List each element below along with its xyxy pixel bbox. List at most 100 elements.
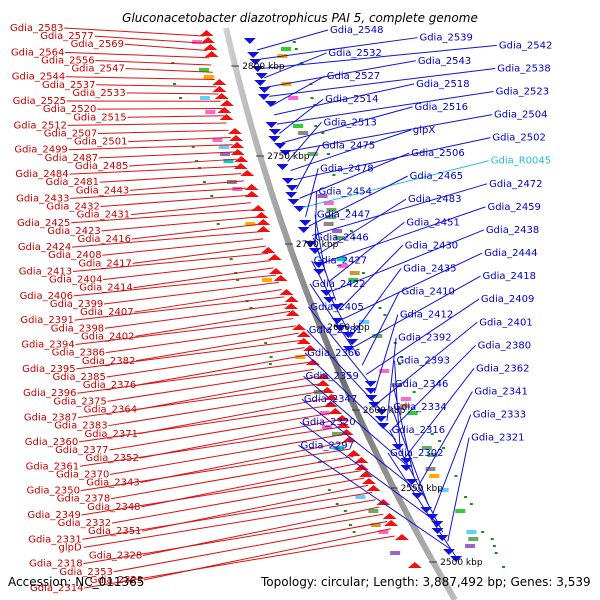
reverse-gene-mark xyxy=(411,493,424,499)
forward-gene-mark xyxy=(382,513,397,519)
right-gene-label: Gdia_R0045 xyxy=(491,156,551,167)
left-gene-label: Gdia_2544 xyxy=(12,72,65,83)
left-leader-line xyxy=(80,448,351,492)
right-gene-label: Gdia_2472 xyxy=(489,179,542,190)
right-gene-label: Gdia_2478 xyxy=(320,163,373,174)
left-gene-label: Gdia_2331 xyxy=(28,534,81,545)
cog-block xyxy=(288,96,299,100)
left-gene-label: Gdia_2375 xyxy=(53,396,106,407)
left-gene-label: Gdia_2564 xyxy=(11,47,64,58)
left-gene-label: Gdia_2512 xyxy=(13,120,66,131)
left-leader-line xyxy=(126,92,219,95)
cog-block xyxy=(429,474,440,478)
cog-block xyxy=(332,229,343,233)
left-gene-label: Gdia_2364 xyxy=(84,404,137,415)
gc-dot xyxy=(268,363,272,365)
left-leader-line xyxy=(105,325,296,354)
left-gene-label: Gdia_2414 xyxy=(79,283,132,294)
cog-block xyxy=(468,537,479,541)
reverse-gene-mark xyxy=(374,416,387,422)
left-leader-line xyxy=(82,492,372,540)
right-gene-label: Gdia_2475 xyxy=(322,140,375,151)
right-gene-label: Gdia_2381 xyxy=(309,325,362,336)
cog-block xyxy=(407,411,418,415)
reverse-gene-mark xyxy=(255,73,268,79)
right-gene-label: Gdia_2409 xyxy=(481,294,534,305)
right-leader-line xyxy=(365,298,480,375)
reverse-gene-mark xyxy=(364,381,377,387)
right-gene-label: Gdia_2410 xyxy=(401,286,454,297)
right-gene-label: Gdia_2333 xyxy=(473,410,526,421)
forward-gene-mark xyxy=(251,205,266,211)
left-gene-label: Gdia_2360 xyxy=(25,437,78,448)
right-leader-line xyxy=(287,121,322,162)
reverse-gene-mark xyxy=(286,185,299,191)
gc-dot xyxy=(412,391,416,393)
left-gene-label: Gdia_2399 xyxy=(50,299,103,310)
cog-block xyxy=(323,201,334,205)
right-leader-line xyxy=(418,391,473,487)
left-leader-line xyxy=(103,281,279,305)
left-gene-label: Gdia_2314 xyxy=(30,583,83,594)
left-leader-line xyxy=(128,136,231,143)
forward-gene-mark xyxy=(256,219,271,225)
left-leader-line xyxy=(138,397,327,435)
left-leader-line xyxy=(97,129,229,135)
cog-block xyxy=(262,278,273,282)
cog-block xyxy=(465,544,476,548)
right-gene-label: Gdia_2446 xyxy=(315,233,368,244)
right-gene-label: Gdia_2444 xyxy=(484,248,537,259)
gc-dot xyxy=(332,174,336,176)
left-gene-label: Gdia_2432 xyxy=(46,202,99,213)
forward-gene-mark xyxy=(336,422,351,428)
cog-block xyxy=(292,124,303,128)
left-gene-label: Gdia_2424 xyxy=(18,242,71,253)
position-ticks: 2800 kbp 2750 kbp 2700 kbp 2650 kbp 2600 kbp… xyxy=(231,62,483,568)
tick-label: 2800 kbp xyxy=(242,62,285,72)
gc-dot xyxy=(383,314,387,316)
cog-block xyxy=(203,75,214,79)
left-leader-line xyxy=(127,115,225,118)
forward-gene-mark xyxy=(279,289,294,295)
right-gene-label: Gdia_2341 xyxy=(474,386,527,397)
forward-gene-mark xyxy=(284,303,299,309)
cog-block xyxy=(359,320,370,324)
left-gene-label: Gdia_2376 xyxy=(83,380,136,391)
cog-block xyxy=(280,47,291,51)
left-leader-line xyxy=(78,405,330,443)
left-leader-line xyxy=(84,535,395,589)
genome-summary: Topology: circular; Length: 3,887,492 bp… xyxy=(260,575,591,589)
right-leader-line xyxy=(447,437,470,542)
left-gene-label: Gdia_2349 xyxy=(27,510,80,521)
left-gene-label: Gdia_2407 xyxy=(80,307,133,318)
reverse-gene-mark xyxy=(299,220,312,226)
right-gene-label: Gdia_2506 xyxy=(411,148,464,159)
right-leader-line xyxy=(311,183,488,236)
forward-gene-mark xyxy=(354,457,369,463)
left-gene-label: Gdia_2443 xyxy=(76,185,129,196)
forward-gene-mark xyxy=(219,114,234,120)
right-gene-label: Gdia_2465 xyxy=(410,171,463,182)
left-leader-line xyxy=(124,43,208,51)
forward-gene-mark xyxy=(303,345,318,351)
right-leader-line xyxy=(299,152,410,199)
right-leader-line xyxy=(328,221,405,283)
cog-block xyxy=(295,355,306,359)
left-gene-label: Gdia_2382 xyxy=(82,356,135,367)
left-leader-line xyxy=(69,165,240,175)
cog-block xyxy=(319,411,330,415)
cog-block xyxy=(326,208,337,212)
reverse-gene-mark xyxy=(276,164,289,170)
reverse-gene-mark xyxy=(400,458,413,464)
left-leader-line xyxy=(68,144,233,151)
right-leader-line xyxy=(309,283,359,357)
right-gene-label: Gdia_2518 xyxy=(416,79,469,90)
forward-gene-mark xyxy=(230,142,245,148)
gc-dot xyxy=(309,447,313,449)
right-gene-label: Gdia_2297 xyxy=(301,440,354,451)
left-gene-label: Gdia_2583 xyxy=(10,23,63,34)
left-gene-label: Gdia_2402 xyxy=(81,331,134,342)
forward-gene-mark xyxy=(227,128,242,134)
reverse-gene-mark xyxy=(320,290,333,296)
forward-gene-mark xyxy=(328,408,343,414)
